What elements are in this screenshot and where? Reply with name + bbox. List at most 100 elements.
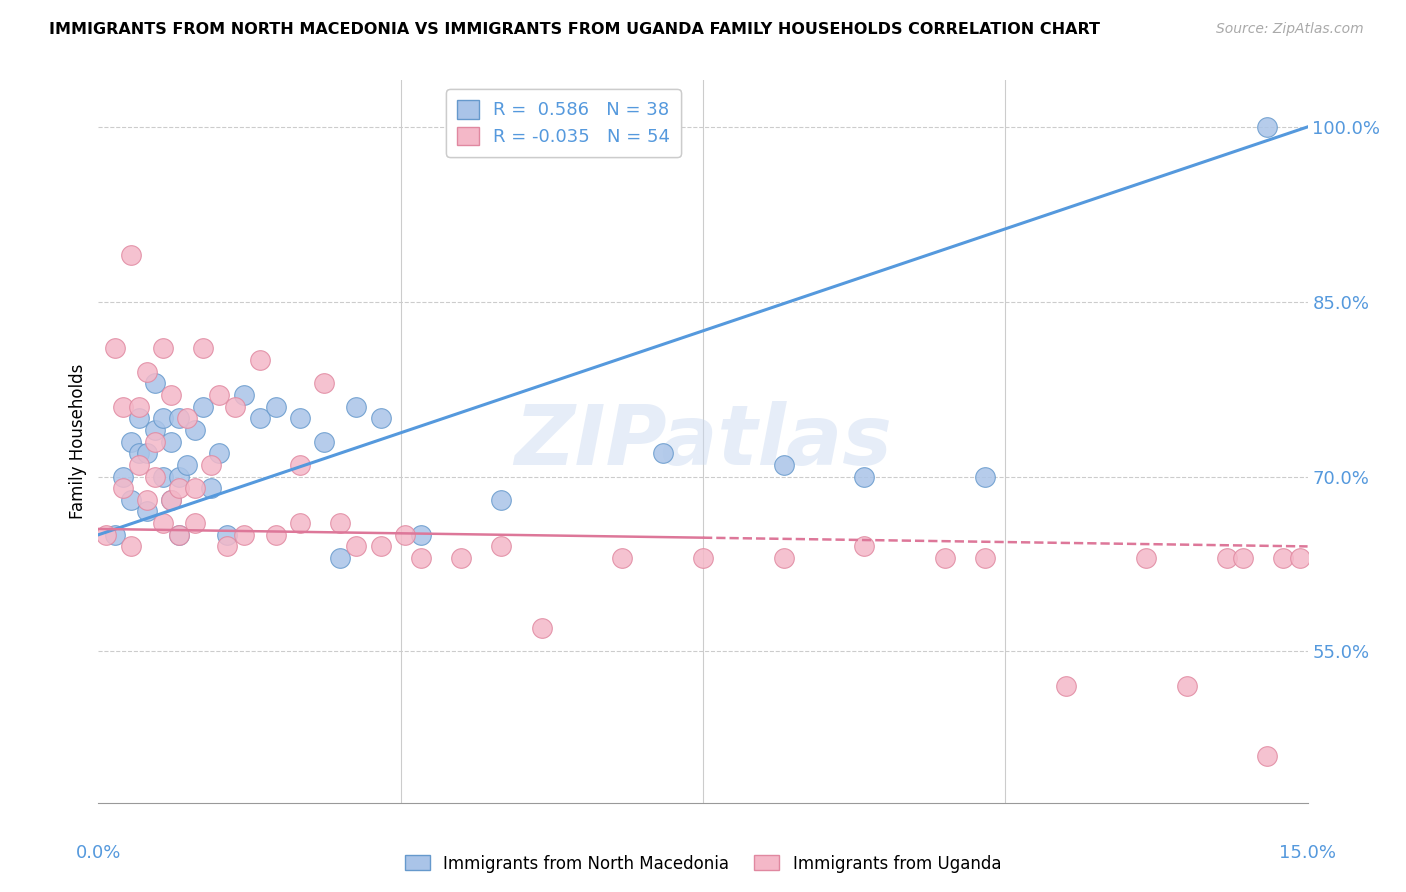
Point [167,411,190,425]
Point [184,516,207,530]
Point [135,492,157,507]
Point [120,492,142,507]
Point [96,528,118,542]
Point [135,504,157,518]
Point [1054,679,1077,693]
Point [530,621,553,635]
Point [329,516,352,530]
Point [409,551,432,566]
Point [103,341,125,355]
Point [200,458,222,472]
Point [208,446,231,460]
Point [128,411,150,425]
Point [288,411,311,425]
Point [1216,551,1239,566]
Point [1135,551,1157,566]
Point [344,540,367,554]
Text: 0.0%: 0.0% [76,844,121,862]
Point [1256,749,1278,764]
Point [135,446,157,460]
Text: 15.0%: 15.0% [1279,844,1336,862]
Point [249,353,271,368]
Point [143,376,166,391]
Point [314,434,336,449]
Point [329,551,352,566]
Point [160,492,183,507]
Point [491,540,513,554]
Point [152,411,174,425]
Point [120,540,142,554]
Point [111,481,134,495]
Point [128,446,150,460]
Point [120,434,142,449]
Point [111,469,134,483]
Point [160,492,183,507]
Legend: R =  0.586   N = 38, R = -0.035   N = 54: R = 0.586 N = 38, R = -0.035 N = 54 [446,89,681,157]
Point [160,388,183,402]
Point [1175,679,1198,693]
Text: IMMIGRANTS FROM NORTH MACEDONIA VS IMMIGRANTS FROM UGANDA FAMILY HOUSEHOLDS CORR: IMMIGRANTS FROM NORTH MACEDONIA VS IMMIG… [49,22,1101,37]
Legend: Immigrants from North Macedonia, Immigrants from Uganda: Immigrants from North Macedonia, Immigra… [398,848,1008,880]
Point [128,400,150,414]
Point [208,388,231,402]
Point [135,365,157,379]
Point [176,458,198,472]
Point [264,400,287,414]
Point [314,376,336,391]
Point [152,516,174,530]
Point [232,528,254,542]
Point [217,540,239,554]
Point [974,469,997,483]
Y-axis label: Family Households: Family Households [69,364,87,519]
Point [232,388,254,402]
Point [344,400,367,414]
Point [1256,120,1278,134]
Point [264,528,287,542]
Point [152,341,174,355]
Point [160,434,183,449]
Point [143,469,166,483]
Point [167,481,190,495]
Point [120,248,142,262]
Point [853,540,876,554]
Point [184,423,207,437]
Point [772,458,794,472]
Point [128,458,150,472]
Point [450,551,472,566]
Point [224,400,246,414]
Point [491,492,513,507]
Point [974,551,997,566]
Point [1288,551,1310,566]
Point [1272,551,1295,566]
Point [288,516,311,530]
Point [111,400,134,414]
Point [651,446,673,460]
Point [167,528,190,542]
Point [217,528,239,542]
Point [143,423,166,437]
Point [370,411,392,425]
Point [184,481,207,495]
Text: Source: ZipAtlas.com: Source: ZipAtlas.com [1216,22,1364,37]
Point [143,434,166,449]
Point [167,469,190,483]
Point [176,411,198,425]
Point [200,481,222,495]
Point [1232,551,1254,566]
Point [167,528,190,542]
Point [394,528,416,542]
Point [692,551,714,566]
Point [249,411,271,425]
Point [193,400,215,414]
Point [152,469,174,483]
Point [772,551,794,566]
Point [103,528,125,542]
Point [612,551,634,566]
Point [853,469,876,483]
Point [934,551,956,566]
Point [288,458,311,472]
Point [370,540,392,554]
Point [409,528,432,542]
Point [193,341,215,355]
Text: ZIPatlas: ZIPatlas [515,401,891,482]
